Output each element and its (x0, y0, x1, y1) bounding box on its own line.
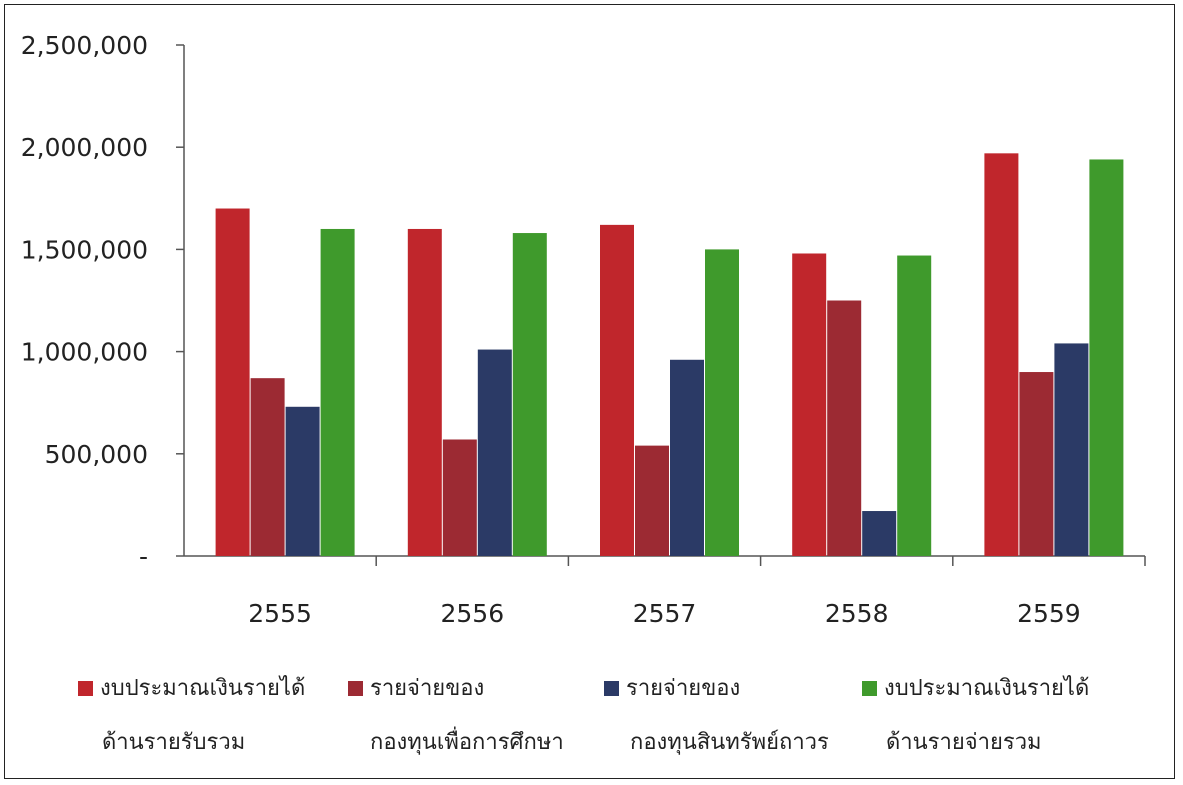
bar-2557-series-3 (670, 359, 704, 556)
y-tick-label: 2,500,000 (21, 31, 148, 60)
x-tick-label: 2555 (248, 599, 312, 628)
legend-swatch-revenue-income (78, 681, 93, 696)
bar-2558-series-3 (862, 511, 897, 556)
bar-2555-series-1 (215, 208, 250, 556)
bar-2559-series-4 (1089, 159, 1124, 557)
bar-2555-series-3 (285, 406, 320, 556)
y-tick-label: 1,000,000 (21, 338, 148, 367)
legend-swatch-education-fund (348, 681, 363, 696)
legend-label-education-fund-line2: กองทุนเพื่อการศึกษา (370, 730, 564, 755)
bar-chart: - 500,000 1,000,000 1,500,000 2,000,000 2,500… (21, 31, 1146, 628)
legend-label-revenue-expense-line1: งบประมาณเงินรายได้ (884, 676, 1090, 701)
bar-2556-series-3 (477, 349, 512, 556)
y-tick-label: - (139, 542, 148, 571)
legend-label-revenue-expense-line2: ด้านรายจ่ายรวม (886, 730, 1042, 755)
bar-2557-series-1 (600, 224, 634, 556)
legend-swatch-revenue-expense (862, 681, 877, 696)
y-tick-label: 1,500,000 (21, 235, 148, 264)
bar-2557-series-2 (635, 445, 669, 556)
bar-2556-series-4 (512, 233, 547, 556)
x-tick-label: 2556 (440, 599, 504, 628)
bar-2556-series-1 (407, 228, 442, 556)
bar-2555-series-4 (320, 228, 355, 556)
legend-label-revenue-income-line2: ด้านรายรับรวม (102, 730, 246, 755)
legend-label-education-fund-line1: รายจ่ายของ (370, 676, 485, 701)
bar-2555-series-2 (250, 378, 285, 556)
bar-2557-series-4 (705, 249, 739, 556)
bar-2559-series-1 (984, 153, 1019, 556)
bar-2558-series-4 (897, 255, 932, 557)
bar-2559-series-2 (1019, 372, 1054, 556)
y-tick-label: 500,000 (45, 440, 148, 469)
x-tick-label: 2558 (825, 599, 889, 628)
x-tick-label: 2559 (1017, 599, 1081, 628)
bar-2559-series-3 (1054, 343, 1089, 556)
legend-swatch-asset-fund (604, 681, 619, 696)
bar-2556-series-2 (442, 439, 477, 556)
chart-legend: งบประมาณเงินรายได้ ด้านรายรับรวม รายจ่าย… (0, 672, 1183, 782)
x-tick-label: 2557 (633, 599, 697, 628)
legend-label-asset-fund-line1: รายจ่ายของ (626, 676, 741, 701)
y-tick-label: 2,000,000 (21, 133, 148, 162)
legend-label-asset-fund-line2: กองทุนสินทรัพย์ถาวร (630, 730, 829, 755)
bar-2558-series-1 (792, 253, 827, 556)
bar-2558-series-2 (827, 300, 862, 556)
chart-frame (4, 4, 1175, 779)
legend-label-revenue-income-line1: งบประมาณเงินรายได้ (100, 676, 306, 701)
